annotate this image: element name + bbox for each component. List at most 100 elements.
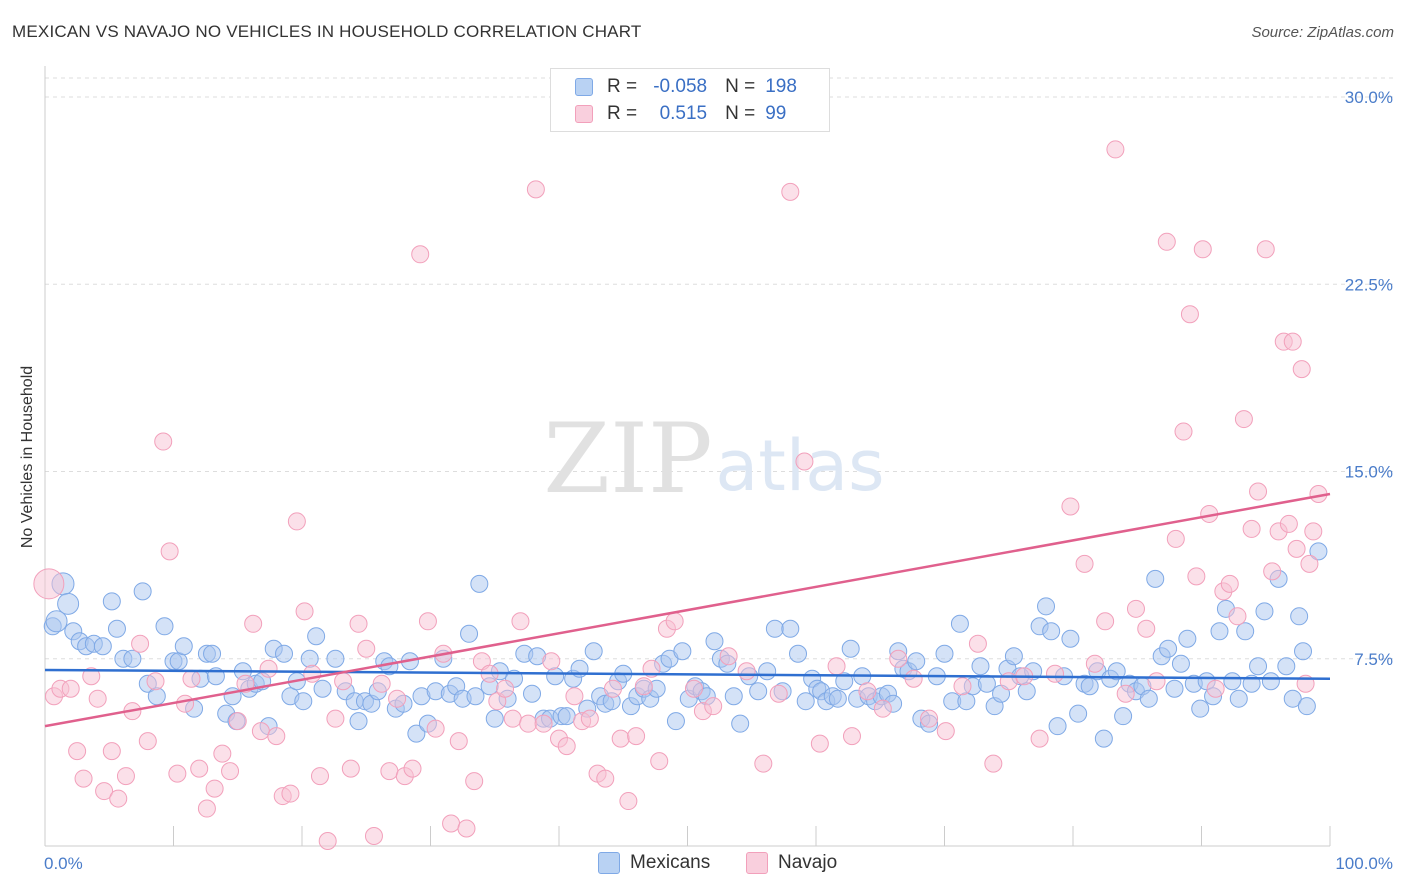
x-tick-label: 100.0% <box>1335 854 1393 873</box>
data-point-mexicans <box>407 724 426 743</box>
data-point-navajo <box>1096 612 1115 631</box>
data-point-navajo <box>349 614 368 633</box>
axes <box>44 66 1331 847</box>
y-tick-label: 30.0% <box>1345 88 1393 107</box>
data-point-mexicans <box>1165 679 1184 698</box>
data-point-navajo <box>968 634 987 653</box>
correlation-legend: R = -0.058 N = 198 R = 0.515 N = 99 <box>550 68 830 132</box>
data-point-mexicans <box>57 592 80 615</box>
data-point-navajo <box>182 669 201 688</box>
data-point-navajo <box>1300 554 1319 573</box>
data-point-mexicans <box>1107 662 1126 681</box>
data-point-navajo <box>889 649 908 668</box>
data-point-navajo <box>380 762 399 781</box>
data-point-navajo <box>341 759 360 778</box>
data-point-mexicans <box>1255 602 1274 621</box>
data-point-mexicans <box>307 627 326 646</box>
data-point-navajo <box>503 709 522 728</box>
data-point-mexicans <box>957 692 976 711</box>
legend-r-label: R = <box>607 103 638 124</box>
data-point-mexicans <box>673 642 692 661</box>
data-point-navajo <box>542 652 561 671</box>
data-point-mexicans <box>1249 657 1268 676</box>
data-point-navajo <box>403 759 422 778</box>
data-point-mexicans <box>1094 729 1113 748</box>
data-point-mexicans <box>1178 629 1197 648</box>
data-point-navajo <box>565 687 584 706</box>
data-point-mexicans <box>781 619 800 638</box>
legend-swatch-navajo <box>746 852 768 874</box>
data-point-navajo <box>627 727 646 746</box>
data-point-mexicans <box>300 649 319 668</box>
data-point-navajo <box>1304 522 1323 541</box>
data-point-navajo <box>769 684 788 703</box>
data-point-navajo <box>190 759 209 778</box>
data-point-navajo <box>1180 305 1199 324</box>
trend-line-navajo <box>44 492 1331 728</box>
data-point-navajo <box>61 679 80 698</box>
data-point-navajo <box>457 819 476 838</box>
data-point-navajo <box>920 709 939 728</box>
data-point-navajo <box>737 662 756 681</box>
data-point-navajo <box>1137 619 1156 638</box>
data-point-mexicans <box>835 672 854 691</box>
data-point-navajo <box>1075 554 1094 573</box>
data-point-navajo <box>267 727 286 746</box>
data-point-mexicans <box>1069 704 1088 723</box>
data-point-navajo <box>496 679 515 698</box>
data-point-mexicans <box>828 689 847 708</box>
data-point-mexicans <box>789 644 808 663</box>
data-point-navajo <box>68 742 87 761</box>
data-point-mexicans <box>1061 629 1080 648</box>
data-point-navajo <box>281 784 300 803</box>
data-point-mexicans <box>1146 569 1165 588</box>
data-point-navajo <box>168 764 187 783</box>
data-point-mexicans <box>1114 707 1133 726</box>
data-point-mexicans <box>460 624 479 643</box>
legend-row-mexicans: R = -0.058 N = 198 <box>575 76 805 98</box>
data-point-navajo <box>1220 574 1239 593</box>
data-point-navajo <box>1193 240 1212 259</box>
data-point-navajo <box>176 694 195 713</box>
legend-swatch-mexicans <box>575 78 593 96</box>
legend-n-label: N = <box>725 76 756 97</box>
chart-title: MEXICAN VS NAVAJO NO VEHICLES IN HOUSEHO… <box>12 22 642 41</box>
data-point-mexicans <box>1017 682 1036 701</box>
data-point-navajo <box>442 814 461 833</box>
legend-swatch-mexicans <box>598 852 620 874</box>
data-point-navajo <box>704 697 723 716</box>
data-point-mexicans <box>485 709 504 728</box>
data-point-mexicans <box>1139 689 1158 708</box>
data-point-mexicans <box>1191 699 1210 718</box>
data-point-navajo <box>88 689 107 708</box>
data-point-mexicans <box>557 707 576 726</box>
data-point-navajo <box>102 742 121 761</box>
data-point-mexicans <box>313 679 332 698</box>
data-point-navajo <box>1046 664 1065 683</box>
legend-n-label: N = <box>725 103 756 124</box>
legend-item-mexicans[interactable]: Mexicans <box>598 852 710 874</box>
data-point-navajo <box>1061 497 1080 516</box>
data-point-mexicans <box>275 644 294 663</box>
data-point-navajo <box>519 714 538 733</box>
series-legend: Mexicans Navajo <box>0 852 1406 876</box>
watermark: ZIP atlas <box>543 403 884 515</box>
data-point-mexicans <box>1261 672 1280 691</box>
data-point-navajo <box>82 667 101 686</box>
data-point-navajo <box>205 779 224 798</box>
data-point-navajo <box>1157 232 1176 251</box>
data-point-navajo <box>357 639 376 658</box>
data-point-navajo <box>634 677 653 696</box>
legend-item-navajo[interactable]: Navajo <box>746 852 837 874</box>
data-point-navajo <box>1166 529 1185 548</box>
data-point-navajo <box>197 799 216 818</box>
data-point-navajo <box>116 767 135 786</box>
data-point-navajo <box>580 709 599 728</box>
data-point-navajo <box>295 602 314 621</box>
data-point-mexicans <box>470 574 489 593</box>
data-point-navajo <box>33 568 65 600</box>
data-point-mexicans <box>1277 657 1296 676</box>
data-point-navajo <box>684 679 703 698</box>
data-point-navajo <box>449 732 468 751</box>
